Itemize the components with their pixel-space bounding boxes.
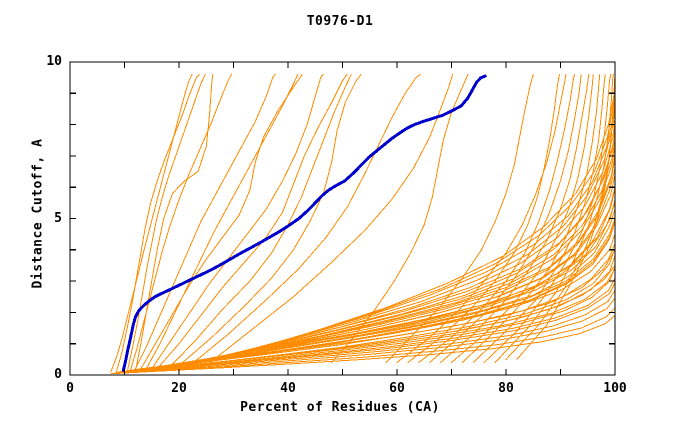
series-line-steep-left-2 [115,74,201,373]
series-line-mid-rise-1 [134,74,276,370]
series-line-right-bundle-10 [494,74,614,363]
series-line-steep-left-4-vertical [134,74,214,373]
series-line-low-flat-4 [118,282,615,374]
series-line-dense-band-25 [222,86,615,360]
series-line-mid-rise-2 [145,74,299,370]
series-line-dense-band-6 [126,243,615,372]
series-line-dense-band-15 [178,130,615,367]
series-line-mid-rise-5 [156,74,348,370]
axis-group [69,61,616,376]
x-tick-label-0: 0 [66,381,74,396]
x-axis-title: Percent of Residues (CA) [240,400,440,415]
series-line-dense-band-22 [211,95,615,362]
series-line-dense-band-27 [173,138,615,367]
series-line-target-model-highlight [121,74,487,372]
series-line-dense-band-17 [151,174,615,370]
series-line-steep-left-3 [126,74,206,373]
series-group [110,74,615,375]
series-line-dense-band-24 [162,153,615,368]
series-line-steep-left-5 [129,74,232,373]
series-line-mid-rise-3 [140,74,303,370]
series-line-low-flat-3 [114,289,615,374]
y-tick-label-0: 0 [54,367,62,382]
series-line-right-bundle-3 [418,74,576,363]
series-line-steep-left-1 [110,74,193,373]
series-line-mid-rise-6 [167,74,352,370]
series-line-low-flat-5 [110,315,615,375]
y-tick-label-10: 10 [46,54,62,69]
series-line-low-flat-2 [112,307,615,374]
series-line-dense-band-21 [143,199,615,371]
y-tick-label-5: 5 [54,210,62,226]
x-tick-label-100: 100 [603,381,627,396]
series-line-mid-rise-8 [189,74,421,367]
series-line-dense-band-19 [129,247,615,373]
series-line-dense-band-26 [135,219,615,372]
page-title: T0976-D1 [306,14,374,29]
series-line-right-bundle-6 [451,74,594,363]
series-line-mid-rise-7 [178,74,362,367]
series-line-dense-band-29 [148,188,615,370]
x-tick-label-80: 80 [498,381,514,396]
series-line-dense-band-28 [233,80,615,359]
series-line-right-bundle-7 [461,74,601,363]
x-tick-label-20: 20 [171,381,187,396]
series-line-dense-band-23 [128,266,615,373]
series-line-mid-rise-9 [205,74,454,367]
x-tick-label-60: 60 [389,381,405,396]
series-line-mid-rise-4 [151,74,324,370]
series-line-right-bundle-8 [472,74,606,363]
x-tick-label-40: 40 [280,381,296,396]
series-line-low-flat-1 [113,297,615,374]
series-line-dense-band-30 [183,124,615,366]
series-line-dense-band-20 [200,108,615,363]
